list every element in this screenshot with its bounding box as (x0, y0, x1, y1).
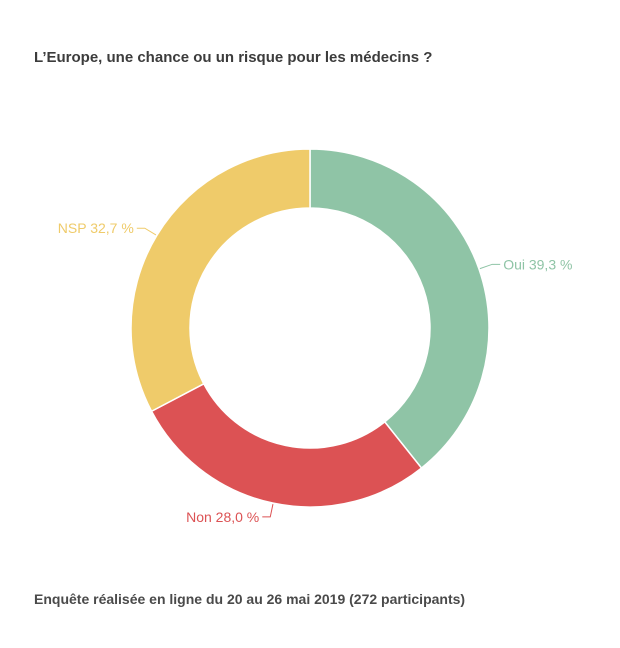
leader-line-nsp (136, 227, 157, 236)
leader-line-oui (479, 263, 501, 270)
slice-label-non: Non 28,0 % (186, 509, 259, 525)
labels-group: Oui 39,3 % Non 28,0 % NSP 32,7 % (58, 220, 573, 525)
slices-group (130, 148, 490, 508)
chart-title: L’Europe, une chance ou un risque pour l… (34, 49, 433, 66)
slice-label-nsp: NSP 32,7 % (58, 220, 134, 236)
chart-footer-note: Enquête réalisée en ligne du 20 au 26 ma… (34, 591, 466, 607)
leader-line-non (262, 504, 274, 518)
slice-oui (309, 148, 490, 470)
slice-nsp (130, 148, 311, 413)
slice-non (150, 382, 423, 508)
slice-label-oui: Oui 39,3 % (503, 256, 572, 272)
